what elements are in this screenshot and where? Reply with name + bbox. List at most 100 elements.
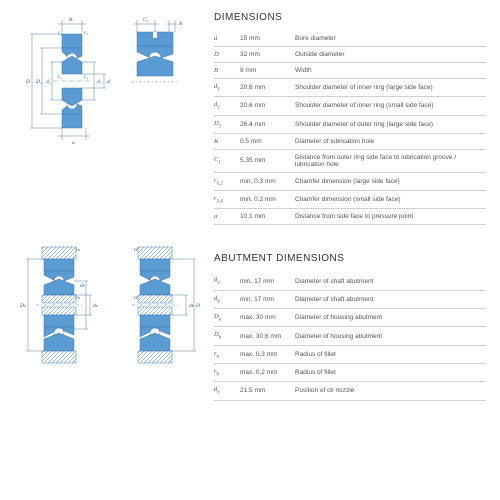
description-cell: Diameter of lubrication hole: [295, 133, 486, 149]
description-cell: Outside diameter: [295, 47, 486, 63]
value-cell: max. 0.3 mm: [240, 345, 295, 363]
svg-text:D₁: D₁: [35, 79, 42, 85]
symbol-cell: rb: [214, 363, 240, 381]
description-cell: Diameter of shaft abutment: [295, 272, 486, 290]
value-cell: 10.1 mm: [240, 209, 295, 225]
value-cell: 26.4 mm: [240, 115, 295, 133]
svg-text:B: B: [69, 17, 73, 23]
symbol-cell: dn: [214, 382, 240, 400]
table-row: D126.4 mmShoulder diameter of outer ring…: [214, 115, 486, 133]
description-cell: Radius of fillet: [295, 345, 486, 363]
symbol-cell: r3,4: [214, 191, 240, 209]
description-cell: Diameter of housing abutment: [295, 327, 486, 345]
svg-text:db: db: [189, 303, 194, 309]
svg-text:rb: rb: [134, 247, 138, 253]
value-cell: 15 mm: [240, 31, 295, 47]
svg-text:D: D: [25, 79, 30, 85]
symbol-cell: D1: [214, 115, 240, 133]
svg-text:d₁: d₁: [97, 79, 102, 85]
table-row: Damax. 30 mmDiameter of housing abutment: [214, 309, 486, 327]
description-cell: Position of oil nozzle: [295, 382, 486, 400]
value-cell: max. 30.6 mm: [240, 327, 295, 345]
svg-text:d₂: d₂: [46, 79, 51, 85]
svg-text:d: d: [107, 79, 110, 85]
svg-text:a: a: [72, 140, 75, 146]
svg-text:ra: ra: [76, 295, 80, 301]
description-cell: Distance from side face to pressure poin…: [295, 209, 486, 225]
description-cell: Shoulder diameter of outer ring (large s…: [295, 115, 486, 133]
svg-text:r₃: r₃: [84, 30, 88, 36]
symbol-cell: K: [214, 133, 240, 149]
table-row: dn21.5 mmPosition of oil nozzle: [214, 382, 486, 400]
svg-text:ra: ra: [76, 247, 80, 253]
symbol-cell: C1: [214, 149, 240, 172]
symbol-cell: d2: [214, 97, 240, 115]
svg-text:K: K: [178, 21, 183, 27]
svg-text:r₂: r₂: [58, 74, 62, 80]
value-cell: 5.35 mm: [240, 149, 295, 172]
table-row: d220.6 mmShoulder diameter of inner ring…: [214, 97, 486, 115]
table-row: D32 mmOutside diameter: [214, 47, 486, 63]
table-row: d15 mmBore diameter: [214, 31, 486, 47]
table-row: Dbmax. 30.6 mmDiameter of housing abutme…: [214, 327, 486, 345]
svg-text:r₁: r₁: [58, 30, 62, 36]
value-cell: 9 mm: [240, 63, 295, 79]
value-cell: 20.6 mm: [240, 97, 295, 115]
value-cell: min. 17 mm: [240, 290, 295, 308]
description-cell: Chamfer dimension (large side face): [295, 172, 486, 190]
description-cell: Shoulder diameter of inner ring (large s…: [295, 79, 486, 97]
abutment-table: damin. 17 mmDiameter of shaft abutmentdb…: [214, 272, 486, 400]
top-diagram-row: B D D₁ d₂: [14, 12, 204, 147]
symbol-cell: a: [214, 209, 240, 225]
symbol-cell: r1,2: [214, 172, 240, 190]
symbol-cell: B: [214, 63, 240, 79]
bearing-lubrication-diagram: C₁ K: [125, 12, 195, 102]
symbol-cell: d: [214, 31, 240, 47]
value-cell: max. 30 mm: [240, 309, 295, 327]
value-cell: max. 0.2 mm: [240, 363, 295, 381]
description-cell: Width: [295, 63, 486, 79]
table-row: C15.35 mmDistance from outer ring side f…: [214, 149, 486, 172]
symbol-cell: ra: [214, 345, 240, 363]
value-cell: 32 mm: [240, 47, 295, 63]
table-row: a10.1 mmDistance from side face to press…: [214, 209, 486, 225]
symbol-cell: da: [214, 272, 240, 290]
table-row: dbmin. 17 mmDiameter of shaft abutment: [214, 290, 486, 308]
table-row: ramax. 0.3 mmRadius of fillet: [214, 345, 486, 363]
table-row: d120.6 mmShoulder diameter of inner ring…: [214, 79, 486, 97]
description-cell: Distance from outer ring side face to lu…: [295, 149, 486, 172]
description-cell: Diameter of housing abutment: [295, 309, 486, 327]
description-cell: Chamfer dimension (small side face): [295, 191, 486, 209]
abutment-diagram-a: Da da ra ra dn: [14, 237, 104, 367]
table-row: rbmax. 0.2 mmRadius of fillet: [214, 363, 486, 381]
symbol-cell: Db: [214, 327, 240, 345]
description-cell: Shoulder diameter of inner ring (small s…: [295, 97, 486, 115]
table-row: damin. 17 mmDiameter of shaft abutment: [214, 272, 486, 290]
value-cell: min. 0.3 mm: [240, 172, 295, 190]
svg-text:dn: dn: [80, 283, 85, 289]
value-cell: 20.6 mm: [240, 79, 295, 97]
bottom-diagram-row: Da da ra ra dn: [14, 237, 204, 367]
abutment-diagram-b: rb rb db Db: [110, 237, 200, 367]
abutment-heading: ABUTMENT DIMENSIONS: [214, 253, 486, 264]
svg-text:Db: Db: [195, 303, 200, 309]
description-cell: Radius of fillet: [295, 363, 486, 381]
svg-text:r₄: r₄: [84, 74, 88, 80]
description-cell: Bore diameter: [295, 31, 486, 47]
svg-text:C₁: C₁: [143, 17, 149, 23]
value-cell: 0.5 mm: [240, 133, 295, 149]
svg-text:Da: Da: [19, 303, 26, 309]
symbol-cell: d1: [214, 79, 240, 97]
svg-text:da: da: [93, 303, 98, 309]
dimensions-table: d15 mmBore diameterD32 mmOutside diamete…: [214, 31, 486, 225]
svg-text:rb: rb: [134, 295, 138, 301]
dimensions-heading: DIMENSIONS: [214, 12, 486, 23]
symbol-cell: db: [214, 290, 240, 308]
value-cell: min. 0.2 mm: [240, 191, 295, 209]
symbol-cell: Da: [214, 309, 240, 327]
table-row: r3,4min. 0.2 mmChamfer dimension (small …: [214, 191, 486, 209]
symbol-cell: D: [214, 47, 240, 63]
value-cell: 21.5 mm: [240, 382, 295, 400]
table-row: r1,2min. 0.3 mmChamfer dimension (large …: [214, 172, 486, 190]
value-cell: min. 17 mm: [240, 272, 295, 290]
